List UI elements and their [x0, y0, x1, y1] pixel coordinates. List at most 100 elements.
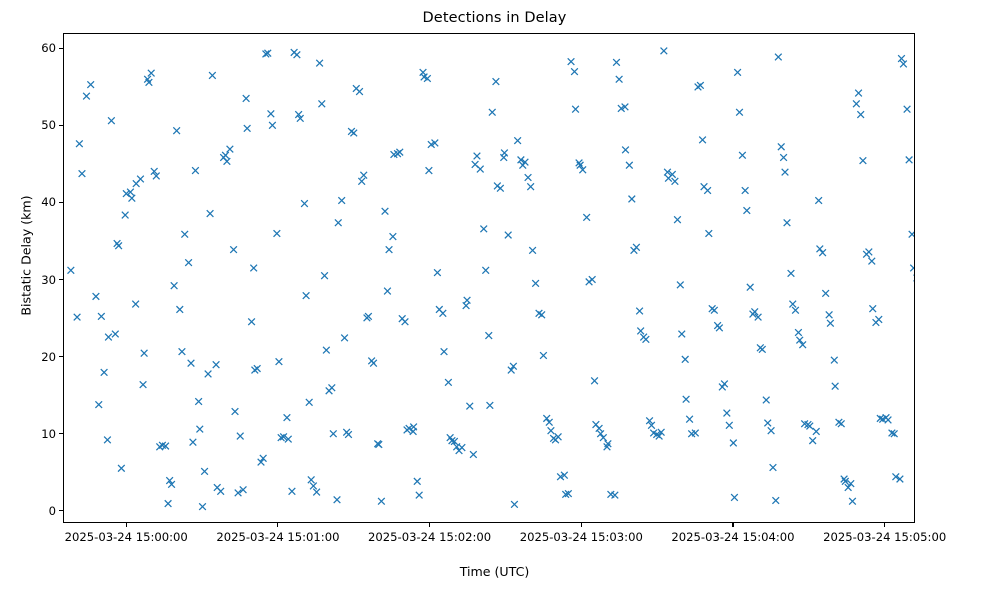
scatter-marker	[632, 243, 641, 252]
scatter-marker	[439, 309, 447, 318]
scatter-marker	[769, 463, 777, 472]
scatter-marker	[307, 476, 315, 484]
scatter-marker	[859, 156, 867, 165]
scatter-marker	[279, 433, 288, 441]
scatter-marker	[226, 145, 234, 153]
scatter-marker	[409, 423, 418, 431]
scatter-marker	[754, 313, 762, 321]
scatter-marker	[840, 475, 848, 483]
scatter-marker	[150, 167, 158, 176]
scatter-marker	[771, 496, 780, 505]
scatter-marker	[868, 257, 876, 265]
scatter-marker	[121, 211, 129, 219]
scatter-marker	[140, 349, 148, 357]
scatter-marker	[247, 317, 256, 326]
x-tick-label: 2025-03-24 15:05:00	[823, 530, 947, 544]
scatter-marker	[547, 426, 555, 435]
scatter-marker	[208, 71, 217, 80]
scatter-marker	[340, 334, 349, 342]
scatter-marker	[104, 333, 113, 341]
scatter-marker	[825, 311, 833, 319]
scatter-marker	[710, 306, 719, 315]
scatter-marker	[794, 328, 803, 337]
scatter-marker	[812, 427, 821, 436]
scatter-marker	[204, 370, 212, 378]
scatter-marker	[167, 480, 176, 489]
scatter-marker	[216, 487, 225, 496]
scatter-marker	[389, 232, 397, 241]
scatter-marker	[564, 489, 573, 498]
scatter-marker	[874, 315, 883, 324]
scatter-marker	[473, 152, 481, 160]
scatter-marker	[161, 442, 170, 450]
scatter-marker	[122, 189, 131, 198]
scatter-marker	[787, 269, 795, 278]
scatter-marker	[288, 487, 296, 496]
scatter-marker	[73, 313, 81, 321]
scatter-marker	[349, 129, 358, 137]
plot-area[interactable]	[63, 33, 915, 523]
scatter-marker	[847, 479, 855, 488]
scatter-marker	[334, 218, 343, 227]
scatter-marker	[791, 306, 800, 315]
scatter-marker	[758, 345, 767, 354]
scatter-marker	[170, 281, 178, 290]
y-tick-label: 40	[41, 195, 56, 210]
scatter-marker	[375, 440, 383, 449]
scatter-marker	[431, 139, 439, 147]
scatter-marker	[750, 307, 759, 316]
x-tick-label: 2025-03-24 15:03:00	[519, 530, 643, 544]
scatter-marker	[401, 317, 409, 326]
scatter-marker	[267, 110, 275, 118]
scatter-marker	[479, 225, 488, 233]
scatter-marker	[795, 336, 804, 344]
scatter-marker	[184, 258, 193, 267]
scatter-marker	[189, 438, 197, 446]
scatter-marker	[147, 69, 155, 77]
scatter-marker	[738, 151, 747, 160]
x-tick-mark	[884, 523, 886, 527]
scatter-marker	[444, 378, 453, 387]
scatter-marker	[621, 103, 629, 111]
scatter-marker	[107, 116, 116, 125]
scatter-marker	[187, 359, 195, 367]
scatter-marker	[257, 458, 265, 466]
scatter-marker	[176, 305, 184, 314]
scatter-marker	[642, 335, 650, 344]
y-tick-label: 20	[41, 349, 56, 364]
scatter-marker	[103, 436, 112, 444]
x-axis-label: Time (UTC)	[459, 564, 530, 579]
scatter-marker	[865, 248, 873, 256]
scatter-marker	[504, 231, 512, 239]
scatter-marker	[676, 281, 685, 289]
scatter-marker	[496, 184, 505, 193]
scatter-marker	[905, 156, 913, 164]
scatter-marker	[779, 153, 788, 162]
x-tick-label: 2025-03-24 15:01:00	[216, 530, 340, 544]
scatter-marker	[249, 264, 258, 272]
scatter-marker	[320, 271, 329, 280]
scatter-marker	[196, 425, 204, 433]
scatter-marker	[458, 443, 466, 452]
scatter-marker	[355, 87, 364, 96]
scatter-marker	[798, 340, 807, 349]
scatter-marker	[172, 126, 181, 135]
scatter-marker	[268, 121, 277, 130]
scatter-marker	[328, 383, 336, 392]
scatter-marker	[221, 151, 230, 160]
scatter-marker	[625, 161, 634, 169]
y-tick-label: 10	[41, 426, 56, 441]
x-tick-label: 2025-03-24 15:04:00	[671, 530, 795, 544]
scatter-marker	[777, 143, 786, 151]
scatter-marker	[82, 92, 91, 100]
scatter-marker	[705, 229, 713, 238]
scatter-marker	[231, 407, 239, 416]
scatter-marker	[94, 400, 103, 409]
scatter-marker	[413, 477, 422, 486]
scatter-marker	[560, 471, 569, 479]
scatter-marker	[826, 319, 835, 328]
scatter-marker	[897, 54, 906, 63]
scatter-marker	[178, 347, 186, 356]
scatter-marker	[715, 324, 724, 332]
